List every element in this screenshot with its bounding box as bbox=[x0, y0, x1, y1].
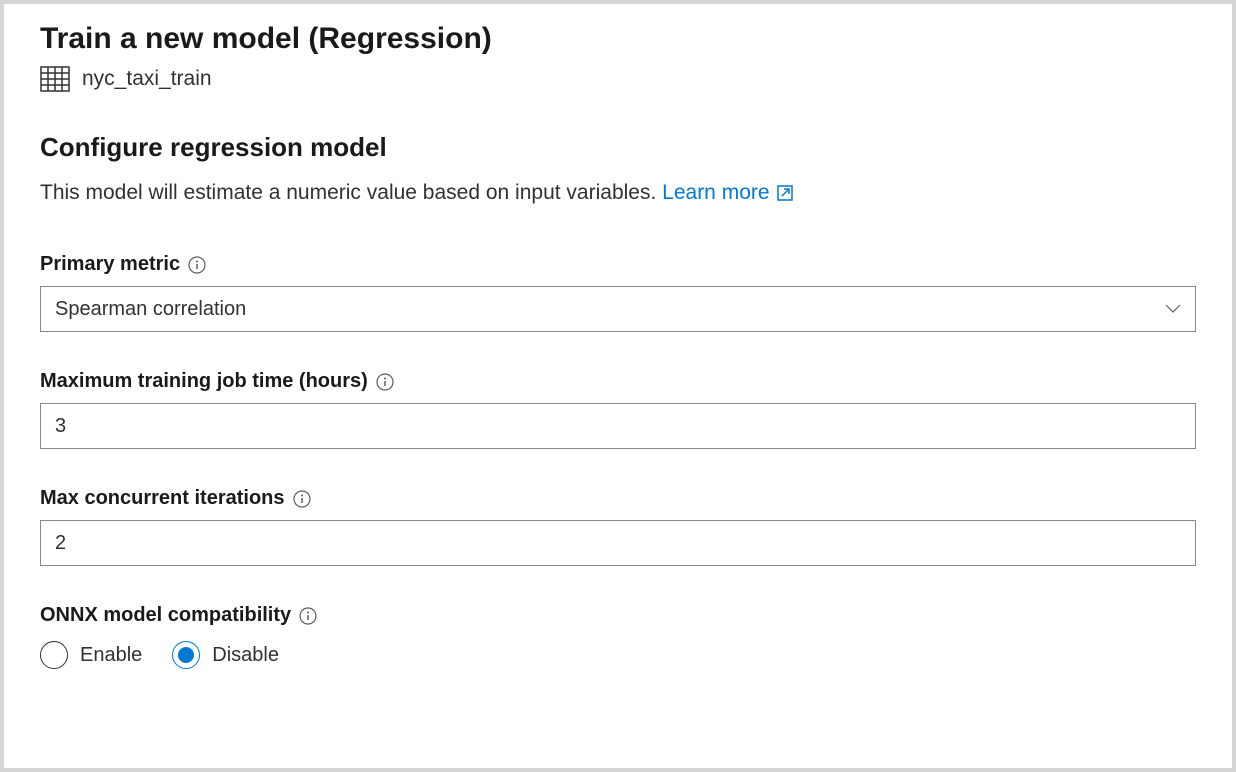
max-training-time-field: Maximum training job time (hours) bbox=[40, 370, 1196, 449]
onnx-label-text: ONNX model compatibility bbox=[40, 604, 291, 627]
primary-metric-label: Primary metric bbox=[40, 253, 1196, 276]
external-link-icon bbox=[776, 184, 794, 202]
info-icon[interactable] bbox=[188, 256, 206, 274]
dataset-row: nyc_taxi_train bbox=[40, 66, 1196, 92]
section-description: This model will estimate a numeric value… bbox=[40, 181, 1196, 205]
learn-more-link[interactable]: Learn more bbox=[662, 181, 793, 205]
radio-circle bbox=[172, 641, 200, 669]
onnx-field: ONNX model compatibility Enable Disable bbox=[40, 604, 1196, 669]
max-training-time-input[interactable] bbox=[40, 403, 1196, 449]
table-icon bbox=[40, 66, 70, 92]
max-concurrent-input[interactable] bbox=[40, 520, 1196, 566]
radio-circle bbox=[40, 641, 68, 669]
info-icon[interactable] bbox=[376, 373, 394, 391]
section-description-text: This model will estimate a numeric value… bbox=[40, 181, 656, 204]
chevron-down-icon bbox=[1165, 304, 1181, 314]
radio-dot bbox=[178, 647, 194, 663]
onnx-label: ONNX model compatibility bbox=[40, 604, 1196, 627]
primary-metric-label-text: Primary metric bbox=[40, 253, 180, 276]
page-title: Train a new model (Regression) bbox=[40, 22, 1196, 56]
max-concurrent-field: Max concurrent iterations bbox=[40, 487, 1196, 566]
max-concurrent-label: Max concurrent iterations bbox=[40, 487, 1196, 510]
primary-metric-field: Primary metric Spearman correlation bbox=[40, 253, 1196, 332]
learn-more-text: Learn more bbox=[662, 181, 769, 205]
primary-metric-dropdown[interactable]: Spearman correlation bbox=[40, 286, 1196, 332]
max-training-time-label: Maximum training job time (hours) bbox=[40, 370, 1196, 393]
section-title: Configure regression model bbox=[40, 132, 1196, 163]
onnx-enable-radio[interactable]: Enable bbox=[40, 641, 142, 669]
info-icon[interactable] bbox=[299, 607, 317, 625]
onnx-enable-label: Enable bbox=[80, 644, 142, 667]
info-icon[interactable] bbox=[293, 490, 311, 508]
onnx-radio-group: Enable Disable bbox=[40, 641, 1196, 669]
onnx-disable-radio[interactable]: Disable bbox=[172, 641, 279, 669]
dataset-name: nyc_taxi_train bbox=[82, 67, 212, 91]
onnx-disable-label: Disable bbox=[212, 644, 279, 667]
max-training-time-label-text: Maximum training job time (hours) bbox=[40, 370, 368, 393]
primary-metric-value: Spearman correlation bbox=[55, 298, 246, 321]
max-concurrent-label-text: Max concurrent iterations bbox=[40, 487, 285, 510]
config-panel: Train a new model (Regression) nyc_taxi_… bbox=[4, 4, 1232, 768]
